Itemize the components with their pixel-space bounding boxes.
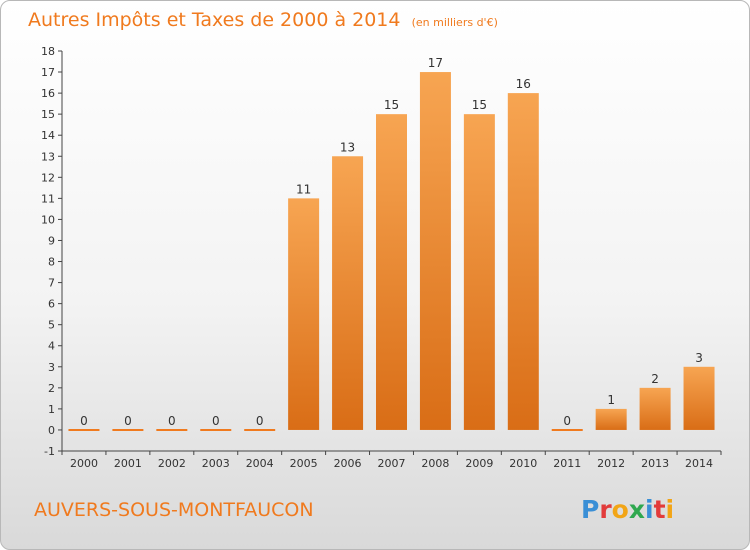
x-tick-label: 2007 (378, 457, 406, 470)
x-axis-ticks: 2000 2001 2002 2003 2004 2005 2006 2007 2008 2009… (61, 451, 722, 470)
data-label: 15 (472, 98, 487, 112)
x-tick-label: 2008 (421, 457, 449, 470)
x-tick-label: 2006 (334, 457, 362, 470)
data-label: 0 (563, 414, 571, 428)
x-tick-label: 2005 (290, 457, 318, 470)
y-tick-label: 6 (48, 298, 55, 311)
svg-text:Proxiti: Proxiti (581, 495, 674, 524)
bar (332, 156, 364, 430)
data-label: 0 (124, 414, 132, 428)
data-label: 0 (80, 414, 88, 428)
x-tick-label: 2009 (465, 457, 493, 470)
x-tick-label: 2011 (553, 457, 581, 470)
y-tick-label: 4 (48, 340, 55, 353)
data-label: 2 (651, 372, 659, 386)
bar (376, 114, 407, 430)
y-tick-label: 2 (48, 382, 55, 395)
y-tick-label: 12 (41, 171, 55, 184)
data-label: 11 (296, 182, 311, 196)
data-label: 15 (384, 98, 399, 112)
bar (419, 72, 451, 430)
y-tick-label: 11 (41, 192, 55, 205)
chart-title: Autres Impôts et Taxes de 2000 à 2014 (e… (28, 9, 498, 31)
y-tick-label: 10 (41, 213, 55, 226)
x-tick-label: 2014 (685, 457, 713, 470)
y-tick-label: 18 (41, 45, 55, 58)
y-tick-label: 9 (48, 234, 55, 247)
y-tick-label: 7 (48, 277, 55, 290)
bar (639, 387, 671, 430)
bar (683, 366, 715, 430)
data-label: 13 (340, 140, 355, 154)
y-tick-label: 16 (41, 87, 55, 100)
bar (595, 408, 627, 430)
x-tick-label: 2000 (70, 457, 98, 470)
y-tick-label: 1 (48, 403, 55, 416)
x-tick-label: 2003 (202, 457, 230, 470)
data-label: 1 (607, 393, 615, 407)
bars: 0 0 0 0 0 11 13 15 17 15 16 0 1 2 3 (68, 56, 715, 431)
data-label: 3 (695, 351, 703, 365)
y-tick-label: 8 (48, 256, 55, 269)
data-label: 16 (516, 77, 531, 91)
proxiti-logo: Proxiti (581, 495, 674, 524)
bar (507, 93, 539, 430)
commune-name: AUVERS-SOUS-MONTFAUCON (34, 499, 314, 521)
data-label: 0 (256, 414, 264, 428)
data-label: 17 (428, 56, 443, 70)
bar (463, 114, 495, 430)
y-tick-label: 13 (41, 150, 55, 163)
y-tick-label: 5 (48, 319, 55, 332)
y-tick-label: 3 (48, 361, 55, 374)
y-tick-label: 0 (48, 424, 55, 437)
y-tick-label: 17 (41, 66, 55, 79)
x-tick-label: 2004 (246, 457, 274, 470)
data-label: 0 (212, 414, 220, 428)
y-tick-label: 14 (41, 129, 55, 142)
bar (288, 198, 320, 430)
y-tick-label: 15 (41, 108, 55, 121)
x-tick-label: 2013 (641, 457, 669, 470)
data-label: 0 (168, 414, 176, 428)
x-tick-label: 2010 (509, 457, 537, 470)
x-tick-label: 2001 (114, 457, 142, 470)
x-tick-label: 2002 (158, 457, 186, 470)
axes (61, 51, 721, 452)
y-tick-label: -1 (44, 445, 55, 458)
x-tick-label: 2012 (597, 457, 625, 470)
